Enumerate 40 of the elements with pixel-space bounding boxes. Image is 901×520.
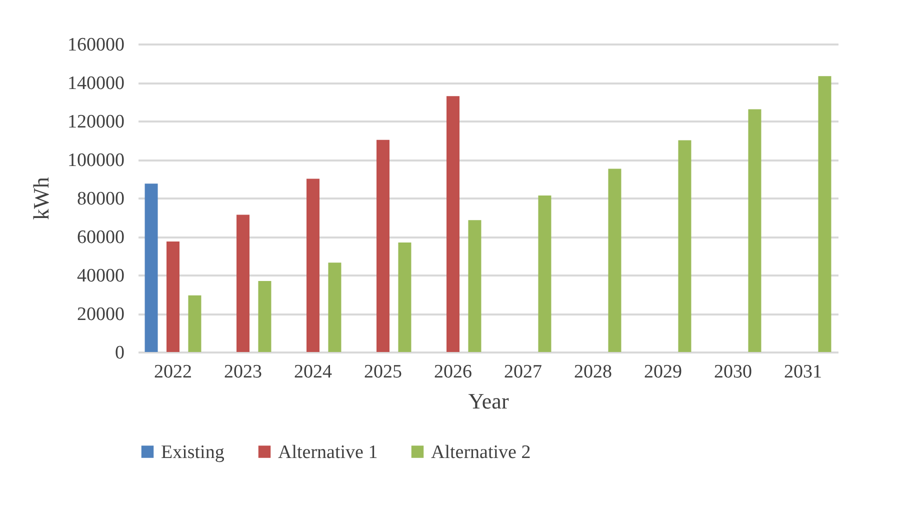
y-tick-label: 80000 bbox=[77, 188, 124, 210]
y-tick-label: 40000 bbox=[77, 266, 124, 286]
y-axis-title: kWh bbox=[28, 177, 54, 220]
x-tick-label: 2028 bbox=[574, 362, 612, 382]
legend-label: Existing bbox=[161, 442, 225, 463]
bar bbox=[446, 96, 460, 352]
bar bbox=[376, 140, 390, 352]
x-tick-label: 2029 bbox=[644, 362, 682, 382]
legend-label: Alternative 2 bbox=[431, 442, 531, 463]
bar bbox=[678, 140, 692, 352]
bar bbox=[306, 178, 320, 352]
bar bbox=[608, 168, 622, 352]
y-tick-label: 60000 bbox=[77, 227, 124, 248]
y-tick-label: 120000 bbox=[68, 112, 124, 132]
x-tick-label: 2024 bbox=[294, 362, 332, 382]
bar bbox=[258, 280, 272, 352]
x-tick-label: 2031 bbox=[784, 362, 822, 382]
y-tick-label: 160000 bbox=[68, 34, 124, 56]
bar bbox=[166, 242, 180, 352]
bar bbox=[144, 184, 158, 352]
x-tick-label: 2030 bbox=[714, 362, 752, 382]
bar bbox=[468, 220, 482, 352]
bar bbox=[188, 295, 202, 352]
bar bbox=[398, 242, 412, 352]
x-tick-label: 2023 bbox=[224, 362, 262, 382]
x-tick-label: 2022 bbox=[154, 362, 192, 382]
bar bbox=[236, 214, 250, 352]
x-tick-label: 2027 bbox=[504, 362, 542, 382]
y-tick-label: 100000 bbox=[68, 150, 124, 171]
bar bbox=[748, 109, 762, 352]
x-axis-title: Year bbox=[468, 388, 510, 414]
y-tick-label: 20000 bbox=[77, 304, 124, 325]
bar bbox=[538, 195, 552, 352]
x-tick-label: 2025 bbox=[364, 362, 402, 382]
bar bbox=[818, 76, 832, 352]
bar bbox=[328, 262, 342, 352]
y-tick-label: 0 bbox=[115, 342, 124, 364]
x-tick-label: 2026 bbox=[434, 362, 472, 382]
legend-label: Alternative 1 bbox=[278, 442, 378, 463]
y-tick-label: 140000 bbox=[68, 73, 124, 94]
